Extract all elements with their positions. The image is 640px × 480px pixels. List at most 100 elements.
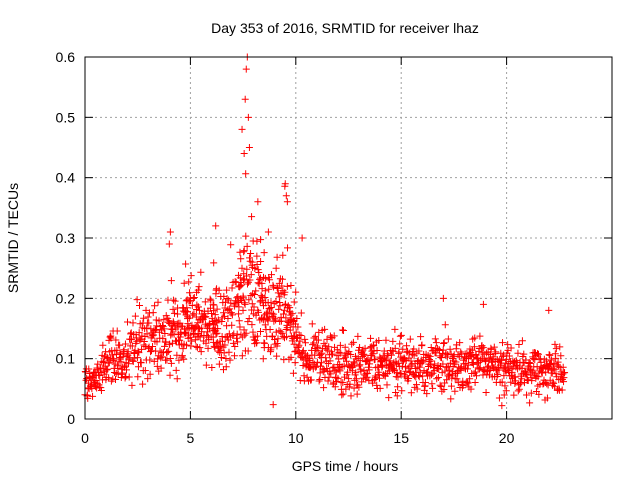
- data-point: [394, 359, 402, 367]
- data-point: [211, 343, 219, 351]
- data-point: [500, 391, 508, 399]
- data-point: [367, 334, 375, 342]
- data-point: [259, 355, 267, 363]
- data-point: [308, 320, 316, 328]
- data-point: [407, 389, 415, 397]
- data-point: [213, 329, 221, 337]
- data-point: [340, 362, 348, 370]
- data-point: [358, 378, 366, 386]
- data-point: [476, 365, 484, 373]
- data-point: [153, 362, 161, 370]
- data-point: [192, 343, 200, 351]
- data-point: [552, 370, 560, 378]
- data-point: [174, 310, 182, 318]
- data-point: [240, 247, 248, 255]
- data-point: [133, 337, 141, 345]
- data-point: [261, 294, 269, 302]
- data-point: [552, 345, 560, 353]
- data-point: [209, 301, 217, 309]
- data-point: [267, 299, 275, 307]
- data-point: [488, 358, 496, 366]
- data-point: [265, 274, 273, 282]
- data-point: [261, 321, 269, 329]
- data-point: [439, 360, 447, 368]
- data-point: [545, 351, 553, 359]
- data-point: [355, 362, 363, 370]
- data-point: [242, 65, 250, 73]
- data-point: [157, 354, 165, 362]
- data-point: [312, 363, 320, 371]
- data-point: [221, 341, 229, 349]
- data-point: [336, 367, 344, 375]
- data-point: [136, 301, 144, 309]
- data-point: [545, 306, 553, 314]
- data-point: [134, 363, 142, 371]
- data-point: [161, 330, 169, 338]
- data-point: [220, 309, 228, 317]
- data-point: [345, 348, 353, 356]
- data-point: [239, 292, 247, 300]
- data-point: [169, 305, 177, 313]
- data-point: [464, 379, 472, 387]
- data-point: [352, 375, 360, 383]
- data-point: [371, 355, 379, 363]
- data-point: [250, 303, 258, 311]
- data-point: [169, 318, 177, 326]
- data-point: [131, 346, 139, 354]
- data-point: [289, 323, 297, 331]
- data-point: [366, 357, 374, 365]
- data-point: [154, 298, 162, 306]
- data-point: [547, 360, 555, 368]
- data-point: [253, 260, 261, 268]
- data-point: [129, 319, 137, 327]
- data-point: [154, 355, 162, 363]
- data-point: [151, 302, 159, 310]
- data-point: [234, 338, 242, 346]
- data-point: [238, 264, 246, 272]
- data-point: [429, 384, 437, 392]
- data-point: [257, 328, 265, 336]
- x-tick-label: 20: [499, 430, 515, 446]
- data-point: [115, 355, 123, 363]
- data-point: [549, 364, 557, 372]
- y-tick-label: 0.5: [56, 109, 76, 125]
- data-point: [276, 299, 284, 307]
- data-point: [549, 378, 557, 386]
- data-point: [166, 319, 174, 327]
- data-point: [299, 347, 307, 355]
- data-point: [170, 330, 178, 338]
- data-point: [180, 279, 188, 287]
- data-point: [206, 295, 214, 303]
- data-point: [224, 314, 232, 322]
- data-point: [247, 271, 255, 279]
- data-point: [136, 336, 144, 344]
- data-point: [371, 376, 379, 384]
- data-point: [325, 343, 333, 351]
- data-point: [436, 381, 444, 389]
- x-axis-label: GPS time / hours: [292, 458, 399, 474]
- data-point: [472, 351, 480, 359]
- data-point: [546, 351, 554, 359]
- data-point: [270, 283, 278, 291]
- data-point: [330, 332, 338, 340]
- data-point: [166, 355, 174, 363]
- data-point: [124, 348, 132, 356]
- data-point: [290, 340, 298, 348]
- data-point: [110, 356, 118, 364]
- data-point: [441, 321, 449, 329]
- data-point: [202, 339, 210, 347]
- data-point: [139, 380, 147, 388]
- data-point: [224, 306, 232, 314]
- data-point: [201, 313, 209, 321]
- data-point: [239, 276, 247, 284]
- data-point: [264, 228, 272, 236]
- data-point: [334, 374, 342, 382]
- data-point: [172, 366, 180, 374]
- data-point: [173, 320, 181, 328]
- data-point: [438, 354, 446, 362]
- data-point: [369, 350, 377, 358]
- data-point: [301, 339, 309, 347]
- data-point: [559, 370, 567, 378]
- x-tick-label: 5: [187, 430, 195, 446]
- data-point: [187, 342, 195, 350]
